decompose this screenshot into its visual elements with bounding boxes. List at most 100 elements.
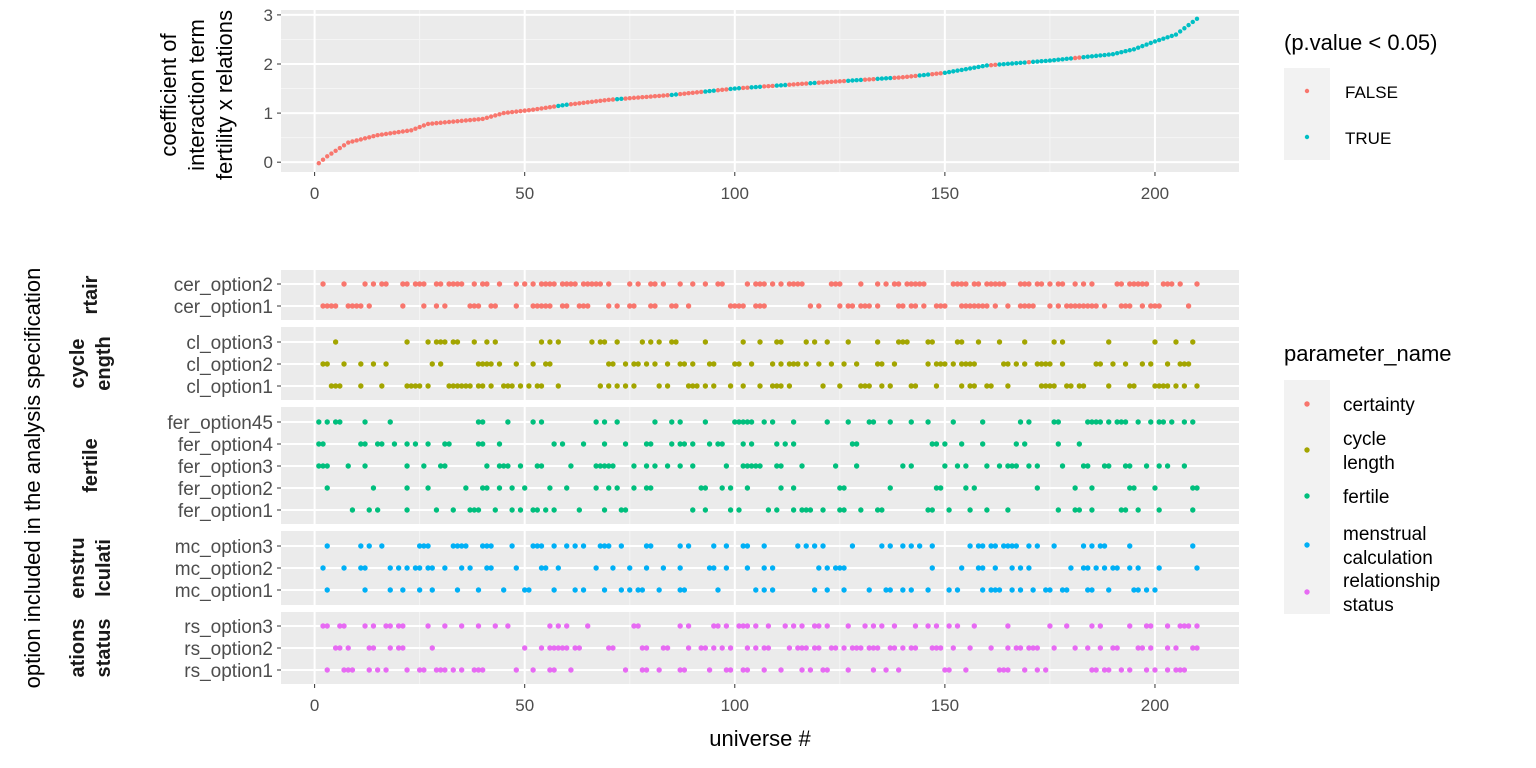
option-point bbox=[442, 339, 448, 345]
option-point bbox=[740, 543, 746, 549]
option-point bbox=[807, 507, 814, 513]
option-point bbox=[400, 303, 406, 309]
option-point bbox=[580, 441, 587, 447]
option-point bbox=[517, 383, 524, 389]
coefficient-point bbox=[400, 129, 406, 134]
option-point bbox=[761, 667, 767, 673]
coefficient-point bbox=[1156, 37, 1162, 43]
option-point bbox=[421, 303, 427, 309]
option-point bbox=[404, 463, 410, 469]
option-point bbox=[1143, 667, 1150, 673]
option-point bbox=[1085, 303, 1091, 309]
option-point bbox=[442, 565, 448, 571]
coefficient-point bbox=[812, 80, 817, 86]
coefficient-point bbox=[518, 108, 523, 114]
option-point bbox=[1089, 303, 1095, 309]
option-point bbox=[320, 303, 326, 309]
coefficient-point bbox=[1056, 57, 1061, 62]
option-point bbox=[1047, 281, 1053, 287]
option-point bbox=[769, 419, 776, 425]
option-point bbox=[933, 383, 940, 389]
coefficient-point bbox=[997, 62, 1002, 67]
option-point bbox=[769, 361, 776, 367]
option-point bbox=[820, 543, 826, 549]
option-point bbox=[1047, 361, 1053, 367]
option-point bbox=[358, 441, 364, 447]
option-point bbox=[572, 587, 578, 593]
option-point bbox=[967, 507, 973, 513]
option-point bbox=[858, 281, 864, 287]
option-point bbox=[1127, 383, 1133, 389]
strip-label: ength bbox=[93, 336, 115, 390]
option-point bbox=[1143, 623, 1150, 629]
coefficient-point bbox=[854, 78, 859, 83]
coefficient-point bbox=[1182, 26, 1187, 31]
coefficient-point bbox=[1194, 16, 1200, 22]
option-point bbox=[421, 463, 427, 469]
coefficient-point bbox=[875, 76, 880, 82]
coefficient-point bbox=[1051, 57, 1057, 63]
option-point bbox=[324, 543, 330, 549]
option-point bbox=[404, 667, 410, 673]
option-point bbox=[1089, 543, 1095, 549]
option-point bbox=[887, 587, 893, 593]
option-point bbox=[778, 485, 784, 491]
option-point bbox=[971, 281, 977, 287]
option-point bbox=[324, 361, 330, 367]
option-point bbox=[547, 339, 553, 345]
option-point bbox=[925, 507, 931, 513]
option-point bbox=[803, 507, 809, 513]
option-point bbox=[963, 485, 969, 491]
option-point bbox=[736, 507, 742, 513]
option-point bbox=[916, 543, 923, 549]
option-point bbox=[622, 507, 629, 513]
option-point bbox=[555, 565, 562, 571]
option-point bbox=[774, 441, 780, 447]
option-point bbox=[500, 383, 507, 389]
option-point bbox=[337, 623, 343, 629]
option-point bbox=[963, 463, 969, 469]
option-point bbox=[967, 383, 973, 389]
coefficient-point bbox=[631, 95, 637, 101]
option-point bbox=[1118, 419, 1125, 425]
option-point bbox=[933, 441, 940, 447]
legend-label: length bbox=[1343, 453, 1395, 474]
option-point bbox=[492, 507, 498, 513]
option-point bbox=[824, 667, 830, 673]
option-point bbox=[648, 281, 654, 287]
coefficient-point bbox=[1035, 59, 1040, 64]
option-point bbox=[488, 565, 494, 571]
option-point bbox=[795, 281, 801, 287]
coefficient-point bbox=[404, 128, 410, 134]
option-point bbox=[832, 281, 839, 287]
option-point bbox=[1022, 303, 1028, 309]
coefficient-point bbox=[1047, 58, 1053, 63]
option-point bbox=[1085, 565, 1091, 571]
option-point bbox=[547, 667, 553, 673]
option-point bbox=[673, 303, 679, 309]
option-point bbox=[484, 281, 490, 287]
option-point bbox=[1089, 507, 1095, 513]
coefficient-point bbox=[598, 98, 603, 104]
option-point bbox=[837, 507, 843, 513]
coefficient-point bbox=[770, 83, 775, 89]
option-point bbox=[471, 667, 477, 673]
coefficient-point bbox=[530, 107, 536, 112]
option-point bbox=[937, 485, 944, 491]
option-point bbox=[967, 361, 973, 367]
option-point bbox=[467, 383, 473, 389]
x-tick-label: 200 bbox=[1141, 696, 1169, 715]
option-point bbox=[585, 623, 591, 629]
option-point bbox=[1177, 281, 1183, 287]
option-point bbox=[1139, 281, 1146, 287]
option-point bbox=[862, 623, 868, 629]
option-point bbox=[442, 441, 448, 447]
option-point bbox=[816, 361, 822, 367]
option-point bbox=[748, 361, 755, 367]
option-point bbox=[1152, 339, 1158, 345]
option-point bbox=[349, 667, 356, 673]
option-point bbox=[648, 339, 654, 345]
option-point bbox=[458, 281, 465, 287]
option-point bbox=[778, 463, 784, 469]
option-point bbox=[841, 361, 847, 367]
